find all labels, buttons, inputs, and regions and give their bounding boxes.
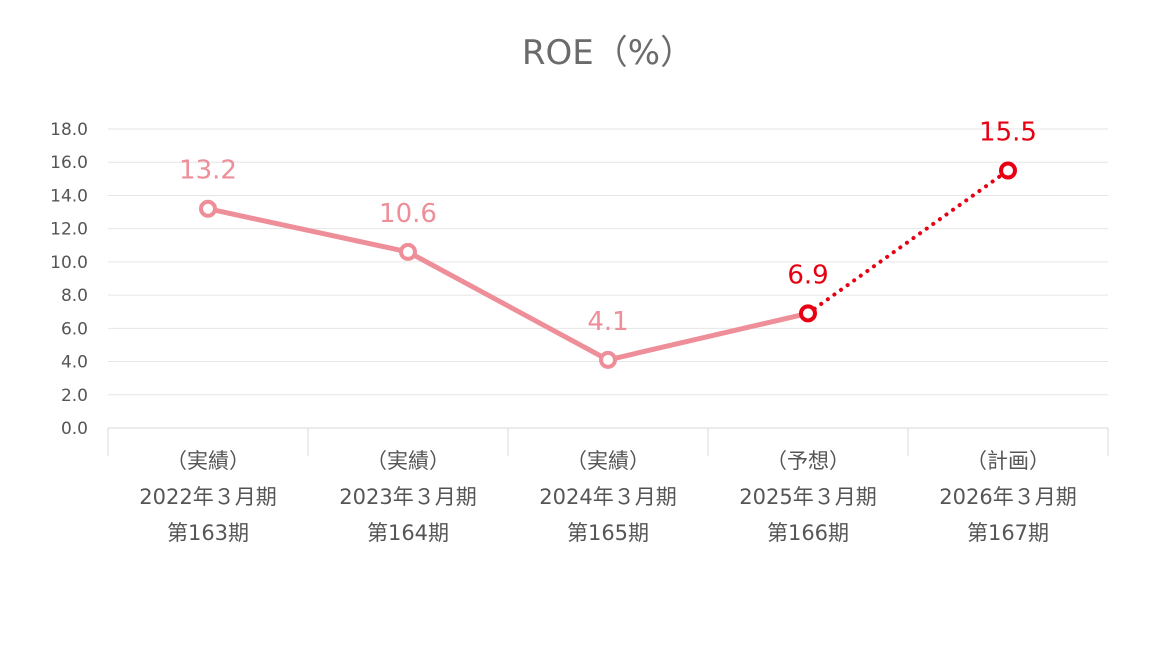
x-category-label: 2024年３月期	[539, 485, 676, 509]
x-category-label: （実績）	[366, 449, 450, 473]
gridlines	[108, 128, 1108, 396]
y-tick-label: 14.0	[50, 186, 88, 206]
actual-line-segment	[205, 206, 411, 255]
series-lines	[205, 168, 1010, 363]
y-tick-label: 10.0	[50, 253, 88, 273]
forecast-line-segment	[806, 168, 1010, 316]
data-label: 13.2	[179, 156, 237, 186]
x-category-label: 2023年３月期	[339, 485, 476, 509]
data-point	[799, 304, 817, 323]
data-point	[599, 350, 617, 369]
data-label: 6.9	[787, 260, 828, 290]
chart-title: ROE（%）	[522, 33, 694, 73]
data-point	[399, 242, 417, 261]
actual-line-segment	[405, 249, 611, 363]
data-label: 15.5	[979, 118, 1037, 148]
x-category-label: 第167期	[967, 521, 1049, 545]
series-points	[199, 161, 1017, 369]
data-labels: 13.2 10.6 4.1 6.9 15.5	[179, 118, 1037, 337]
x-category-label: （計画）	[966, 449, 1050, 473]
y-tick-label: 18.0	[50, 120, 88, 140]
data-point	[199, 199, 217, 218]
y-tick-label: 4.0	[61, 353, 88, 373]
data-point	[999, 161, 1017, 180]
x-category-label: （予想）	[766, 449, 850, 473]
y-tick-label: 6.0	[61, 319, 88, 339]
x-category-label: 第166期	[767, 521, 849, 545]
data-label: 10.6	[379, 199, 437, 229]
y-tick-label: 2.0	[61, 386, 88, 406]
x-category-label: 2026年３月期	[939, 485, 1076, 509]
y-tick-label: 16.0	[50, 153, 88, 173]
x-category-label: 2025年３月期	[739, 485, 876, 509]
actual-line-segment	[605, 310, 811, 363]
x-category-label: 第165期	[567, 521, 649, 545]
x-category-label: 第163期	[167, 521, 249, 545]
data-label: 4.1	[587, 307, 628, 337]
x-category-label: 第164期	[367, 521, 449, 545]
x-category-label: （実績）	[166, 449, 250, 473]
x-category-label: 2022年３月期	[139, 485, 276, 509]
y-tick-label: 12.0	[50, 220, 88, 240]
x-category-label: （実績）	[566, 449, 650, 473]
y-tick-label: 8.0	[61, 286, 88, 306]
y-tick-label: 0.0	[61, 419, 88, 439]
y-axis-ticks: 0.0 2.0 4.0 6.0 8.0 10.0 12.0 14.0 16.0 18.0	[50, 120, 88, 439]
